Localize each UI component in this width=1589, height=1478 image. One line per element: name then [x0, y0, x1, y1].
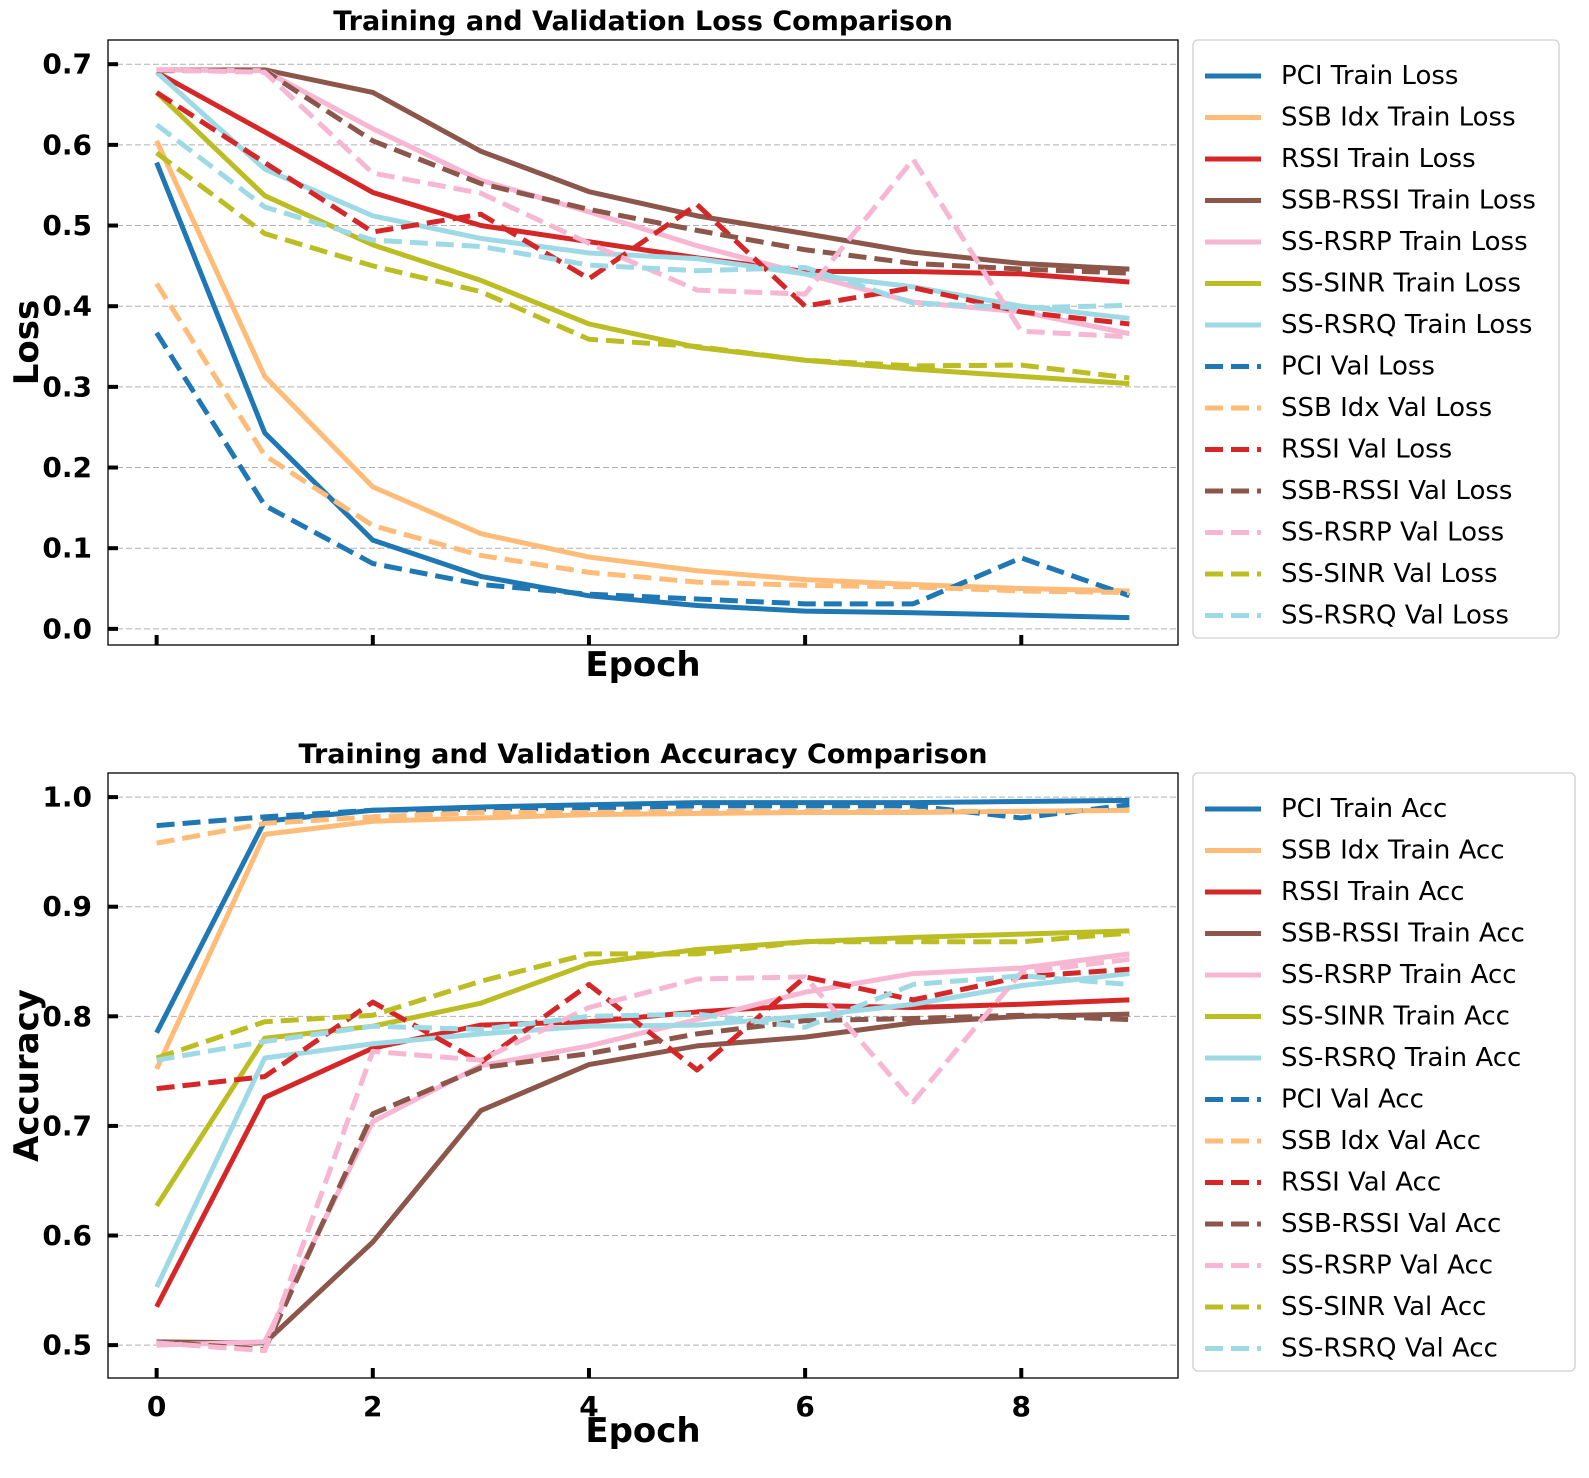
acc-x-axis-label: Epoch [585, 1411, 700, 1451]
loss-series-12 [155, 150, 1130, 381]
loss-ytick-label-3: 0.3 [42, 370, 92, 403]
acc-plot-frame [107, 772, 1179, 1379]
loss-ytick-label-0: 0.0 [42, 612, 92, 645]
loss-legend-frame [1192, 39, 1560, 639]
loss-series-3 [156, 67, 1130, 272]
acc-xtick-label-1: 2 [363, 1390, 382, 1423]
loss-legend-label-0: PCI Train Loss [1281, 61, 1458, 91]
loss-legend-label-10: SSB-RSSI Val Loss [1281, 476, 1512, 506]
loss-series-0 [154, 161, 1130, 621]
loss-series-6 [154, 70, 1130, 321]
loss-legend-label-1: SSB Idx Train Loss [1281, 103, 1516, 133]
loss-legend-label-13: SS-RSRQ Val Loss [1281, 601, 1509, 631]
loss-y-axis-label: Loss [7, 300, 47, 386]
loss-series-4 [156, 67, 1130, 337]
acc-xtick-label-0: 0 [147, 1390, 166, 1423]
loss-legend-label-5: SS-SINR Train Loss [1281, 269, 1521, 299]
loss-legend-label-8: SSB Idx Val Loss [1281, 393, 1492, 423]
acc-ytick-label-2: 0.7 [42, 1109, 92, 1142]
acc-legend-label-7: PCI Val Acc [1281, 1085, 1424, 1115]
acc-ytick-label-4: 0.9 [42, 890, 92, 923]
loss-series-8 [154, 282, 1130, 596]
acc-ytick-label-5: 1.0 [42, 781, 92, 814]
acc-series-9 [156, 966, 1130, 1092]
loss-series-7 [154, 331, 1131, 607]
acc-legend-frame [1192, 772, 1576, 1372]
loss-ytick-label-1: 0.1 [42, 532, 92, 565]
acc-legend-label-10: SSB-RSSI Val Acc [1281, 1209, 1501, 1239]
loss-plot-frame [107, 39, 1179, 646]
acc-y-axis-label: Accuracy [7, 989, 47, 1162]
acc-legend-label-1: SSB Idx Train Acc [1281, 836, 1505, 866]
loss-legend-label-6: SS-RSRQ Train Loss [1281, 310, 1532, 340]
acc-xtick-label-3: 6 [795, 1390, 814, 1423]
acc-legend-label-13: SS-RSRQ Val Acc [1281, 1334, 1498, 1364]
acc-series-13 [156, 973, 1130, 1063]
acc-legend-label-9: RSSI Val Acc [1281, 1168, 1441, 1198]
acc-series-10 [156, 1012, 1130, 1352]
acc-legend-label-11: SS-RSRP Val Acc [1281, 1251, 1493, 1281]
loss-ytick-label-7: 0.7 [42, 48, 92, 81]
acc-legend-label-8: SSB Idx Val Acc [1281, 1126, 1481, 1156]
loss-legend: PCI Train Loss SSB Idx Train Loss RSSI Tra… [1192, 39, 1560, 639]
acc-legend-label-0: PCI Train Acc [1281, 794, 1447, 824]
acc-legend-label-6: SS-RSRQ Train Acc [1281, 1043, 1521, 1073]
loss-series-2 [155, 70, 1130, 285]
acc-series-3 [156, 1011, 1130, 1346]
loss-legend-label-7: PCI Val Loss [1281, 352, 1435, 382]
acc-series-12 [155, 930, 1130, 1061]
accuracy-chart-panel: 0.5 0.6 0.7 0.8 0.9 1.0 0 2 4 6 8 Training and Vali… [7, 739, 1576, 1451]
loss-series-13 [155, 122, 1130, 311]
loss-legend-label-4: SS-RSRP Train Loss [1281, 227, 1528, 257]
loss-chart-panel: 0.0 0.1 0.2 0.3 0.4 0.5 0.6 0.7 Training and Val… [7, 6, 1560, 685]
acc-series-11 [156, 956, 1130, 1354]
loss-series-9 [155, 90, 1130, 327]
loss-series-10 [156, 68, 1130, 276]
acc-legend: PCI Train Acc SSB Idx Train Acc RSSI Train… [1192, 772, 1576, 1372]
loss-ytick-label-5: 0.5 [42, 209, 92, 242]
acc-ytick-label-3: 0.8 [42, 1000, 92, 1033]
loss-ytick-label-6: 0.6 [42, 128, 92, 161]
loss-legend-label-3: SSB-RSSI Train Loss [1281, 186, 1536, 216]
loss-legend-label-2: RSSI Train Loss [1281, 144, 1476, 174]
loss-ytick-label-4: 0.4 [42, 290, 92, 323]
loss-legend-label-12: SS-SINR Val Loss [1281, 559, 1498, 589]
acc-xtick-label-2: 4 [579, 1390, 598, 1423]
acc-legend-label-5: SS-SINR Train Acc [1281, 1002, 1510, 1032]
acc-legend-label-4: SS-RSRP Train Acc [1281, 960, 1517, 990]
loss-ytick-label-2: 0.2 [42, 451, 92, 484]
acc-legend-label-2: RSSI Train Acc [1281, 877, 1465, 907]
acc-series-6 [154, 971, 1130, 1289]
loss-series-11 [156, 67, 1130, 340]
acc-legend-label-3: SSB-RSSI Train Acc [1281, 919, 1525, 949]
loss-series-1 [154, 139, 1130, 594]
acc-ytick-label-0: 0.5 [42, 1329, 92, 1362]
loss-series-5 [154, 90, 1130, 387]
loss-legend-label-9: RSSI Val Loss [1281, 435, 1452, 465]
loss-chart-title: Training and Validation Loss Comparison [333, 6, 953, 37]
acc-xtick-label-4: 8 [1012, 1390, 1031, 1423]
loss-legend-label-11: SS-RSRP Val Loss [1281, 518, 1504, 548]
acc-ytick-label-1: 0.6 [42, 1219, 92, 1252]
acc-series-2 [154, 997, 1130, 1308]
acc-chart-title: Training and Validation Accuracy Compari… [299, 739, 988, 770]
loss-x-axis-label: Epoch [585, 645, 700, 685]
acc-legend-label-12: SS-SINR Val Acc [1281, 1292, 1486, 1322]
acc-series-8 [156, 807, 1130, 846]
